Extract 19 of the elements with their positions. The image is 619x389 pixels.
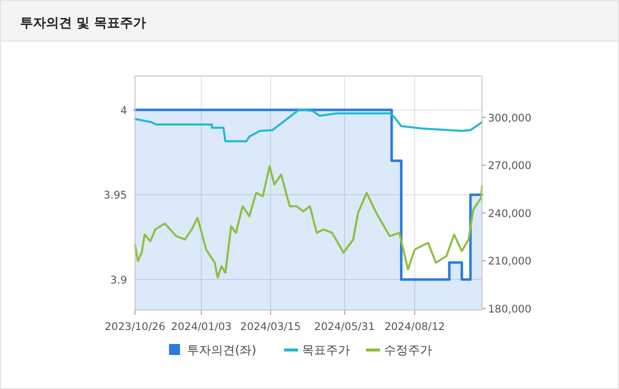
x-tick-label: 2023/10/26 (104, 321, 166, 333)
legend-label: 목표주가 (302, 343, 350, 357)
line-series (134, 165, 483, 279)
y2-tick-label: 300,000 (488, 112, 532, 124)
x-tick-label: 2024/01/03 (171, 321, 232, 333)
y2-tick-label: 240,000 (488, 208, 532, 220)
chart-title: 투자의견 및 목표주가 (20, 16, 146, 31)
x-tick-label: 2024/03/15 (240, 321, 301, 333)
line-series (134, 108, 483, 142)
y-tick-label: 3.9 (110, 274, 127, 286)
legend-label: 투자의견(좌) (187, 343, 256, 357)
y2-tick-label: 210,000 (488, 256, 532, 268)
y2-tick-label: 270,000 (488, 160, 532, 172)
y-tick-label: 4 (120, 104, 128, 117)
legend-label: 수정주가 (384, 343, 432, 357)
y-tick-label: 3.95 (104, 190, 127, 202)
y2-tick-label: 180,000 (488, 303, 532, 316)
x-tick-label: 2024/05/31 (314, 321, 375, 333)
x-tick-label: 2024/08/12 (384, 321, 445, 333)
